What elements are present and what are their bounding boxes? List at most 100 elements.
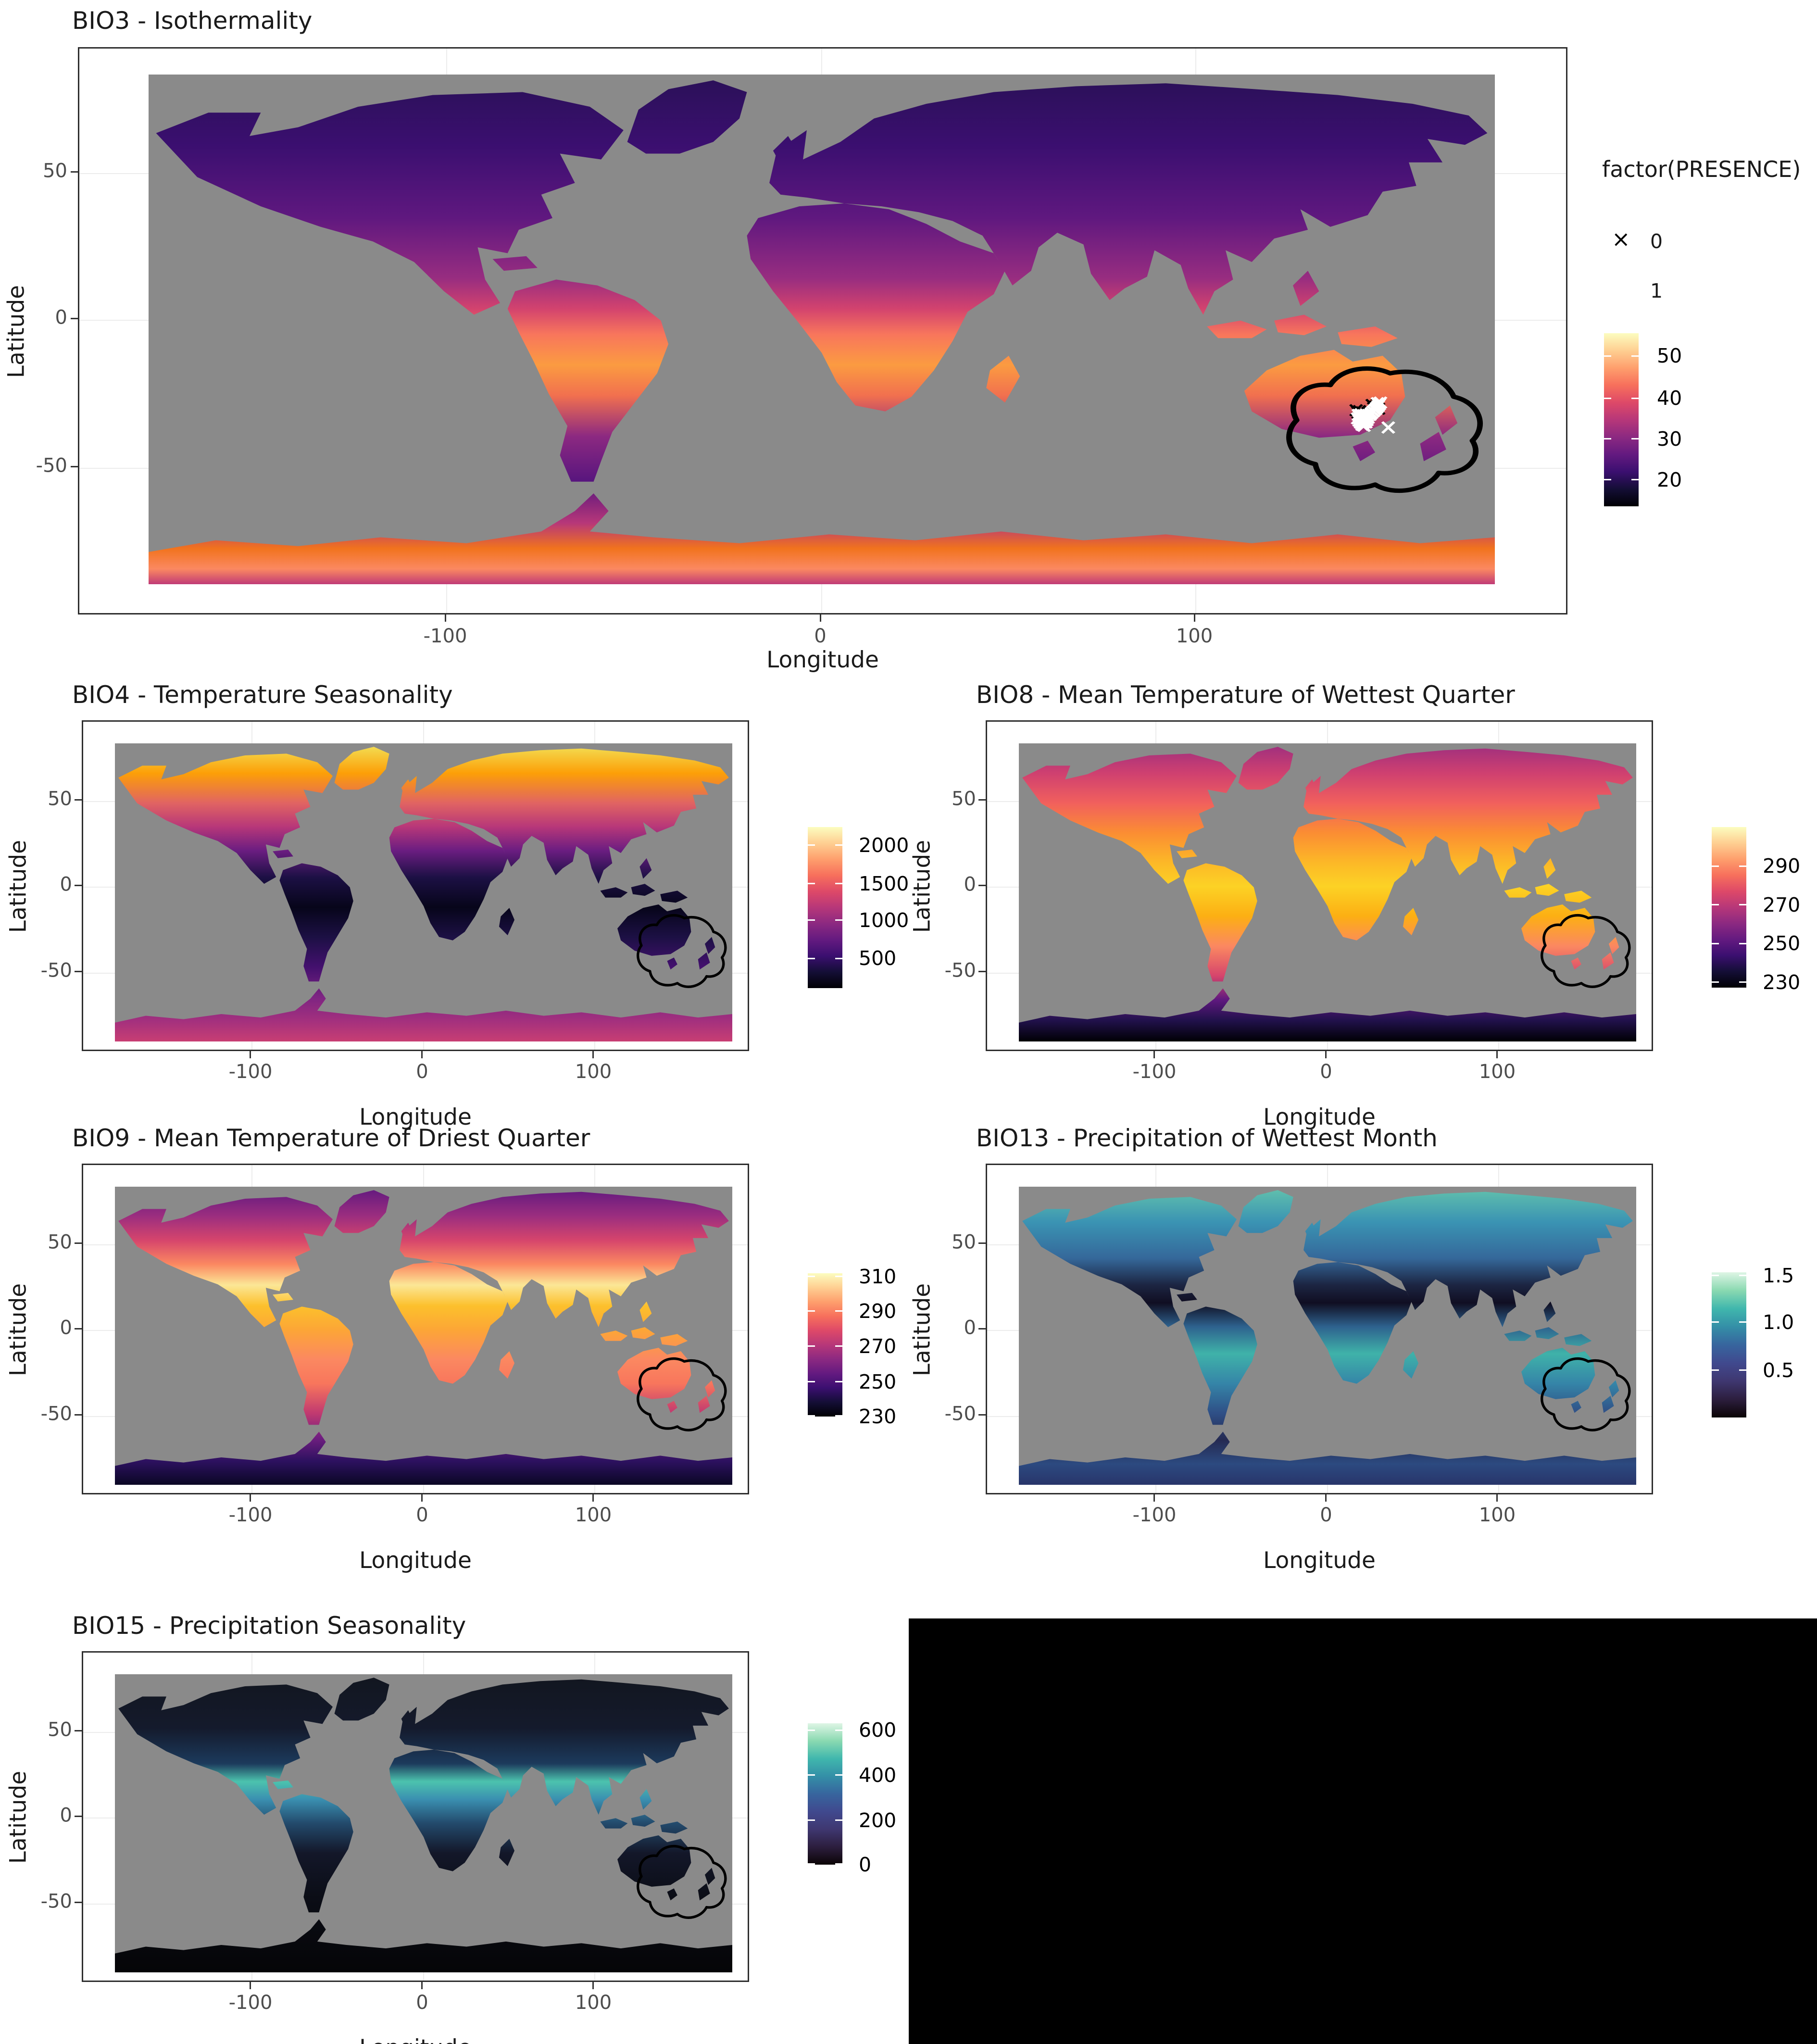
colorbar-tick-label: 400 (859, 1763, 897, 1787)
world-raster-map (115, 1674, 732, 1972)
colorbar-tick-label: 310 (859, 1265, 897, 1288)
colorbar-tick-mark (1739, 865, 1746, 867)
colorbar (808, 827, 842, 988)
colorbar-tick-mark (835, 844, 842, 846)
colorbar-tick-label: 250 (1763, 932, 1801, 955)
x-tick-label: -100 (1132, 1504, 1177, 1526)
x-tick-mark (250, 1051, 251, 1058)
plot-area (82, 720, 749, 1051)
y-tick-mark (75, 1902, 82, 1903)
x-tick-mark (250, 1982, 251, 1989)
x-tick-mark (592, 1051, 594, 1058)
y-tick-mark (75, 885, 82, 886)
absence-cross-icon: × (1612, 226, 1630, 252)
colorbar-tick-mark (1712, 1369, 1719, 1371)
colorbar-tick-mark (835, 1729, 842, 1731)
y-tick-mark (978, 1242, 986, 1244)
y-tick-label: 0 (60, 873, 72, 896)
y-tick-label: -50 (944, 959, 976, 982)
colorbar-tick-label: 0 (859, 1853, 872, 1876)
x-tick-mark (1194, 614, 1195, 622)
colorbar-tick-mark (835, 919, 842, 921)
colorbar-tick-mark (808, 1415, 815, 1417)
colorbar-tick-mark (1604, 438, 1611, 440)
y-tick-label: 0 (60, 1804, 72, 1827)
x-tick-label: -100 (228, 1061, 273, 1083)
colorbar-tick-mark (835, 1310, 842, 1312)
colorbar-tick-mark (1712, 1321, 1719, 1323)
x-tick-label: 100 (1479, 1504, 1516, 1526)
panel-bio13: BIO13 - Precipitation of Wettest Month -… (904, 1120, 1813, 1582)
colorbar-tick-label: 50 (1657, 344, 1682, 368)
colorbar-tick-mark (808, 883, 815, 885)
y-tick-label: 50 (43, 160, 67, 182)
y-tick-mark (978, 885, 986, 886)
panel-title: BIO13 - Precipitation of Wettest Month (976, 1124, 1438, 1152)
y-axis-title: Latitude (3, 285, 30, 378)
x-tick-label: 0 (416, 1061, 428, 1083)
colorbar-tick-mark (808, 1345, 815, 1347)
x-tick-label: 0 (1320, 1504, 1332, 1526)
legend-label: 1 (1650, 279, 1663, 302)
y-tick-label: 0 (964, 1317, 976, 1339)
x-tick-mark (250, 1494, 251, 1502)
y-tick-label: -50 (40, 1403, 72, 1425)
colorbar-tick-label: 1.5 (1763, 1264, 1794, 1287)
colorbar-tick-label: 230 (1763, 970, 1801, 994)
y-tick-mark (75, 1414, 82, 1416)
panel-title: BIO8 - Mean Temperature of Wettest Quart… (976, 681, 1515, 709)
world-raster-map (149, 75, 1495, 584)
colorbar (1712, 827, 1746, 988)
y-tick-mark (75, 1816, 82, 1817)
y-tick-label: 0 (55, 306, 67, 329)
y-tick-label: 0 (60, 1317, 72, 1339)
x-tick-mark (421, 1982, 423, 1989)
colorbar-tick-mark (1604, 397, 1611, 399)
y-axis-title: Latitude (909, 840, 936, 933)
world-raster-map (1019, 743, 1636, 1041)
colorbar-tick-mark (808, 957, 815, 959)
colorbar (808, 1273, 842, 1417)
y-tick-mark (75, 971, 82, 972)
colorbar-tick-mark (835, 883, 842, 885)
x-tick-label: 0 (814, 625, 827, 647)
colorbar-tick-label: 0.5 (1763, 1358, 1794, 1382)
world-raster-map (115, 743, 732, 1041)
panel-bio3: BIO3 - Isothermality -100 0 100 50 0 (0, 0, 1817, 677)
plot-area (82, 1651, 749, 1982)
x-axis-title: Longitude (359, 1547, 472, 1574)
colorbar-tick-mark (1739, 1321, 1746, 1323)
x-tick-label: 0 (1320, 1061, 1332, 1083)
x-tick-label: -100 (228, 1992, 273, 2014)
x-axis-title: Longitude (766, 647, 879, 673)
x-tick-label: 100 (1479, 1061, 1516, 1083)
y-axis-title: Latitude (5, 1770, 32, 1864)
colorbar-tick-mark (1739, 942, 1746, 944)
colorbar-tick-mark (808, 1310, 815, 1312)
y-tick-label: -50 (40, 959, 72, 982)
colorbar (808, 1723, 842, 1865)
colorbar-tick-label: 1.0 (1763, 1310, 1794, 1334)
x-axis-title: Longitude (1263, 1104, 1376, 1130)
x-tick-mark (592, 1982, 594, 1989)
colorbar-tick-mark (808, 1381, 815, 1383)
y-tick-mark (978, 799, 986, 801)
colorbar-tick-mark (808, 1819, 815, 1821)
colorbar-tick-mark (835, 957, 842, 959)
x-tick-mark (1153, 1051, 1155, 1058)
x-tick-label: 100 (575, 1992, 612, 2014)
colorbar (1712, 1272, 1746, 1417)
colorbar-tick-mark (1631, 479, 1639, 481)
colorbar-tick-label: 230 (859, 1405, 897, 1428)
y-tick-mark (71, 171, 78, 173)
x-axis-title: Longitude (319, 2035, 512, 2044)
colorbar-tick-mark (808, 1276, 815, 1278)
colorbar-tick-mark (835, 1345, 842, 1347)
colorbar (1604, 333, 1639, 506)
y-tick-mark (75, 799, 82, 801)
y-tick-mark (75, 1328, 82, 1329)
y-tick-label: 50 (48, 1231, 72, 1254)
colorbar-tick-label: 600 (859, 1718, 897, 1742)
y-tick-mark (71, 466, 78, 467)
